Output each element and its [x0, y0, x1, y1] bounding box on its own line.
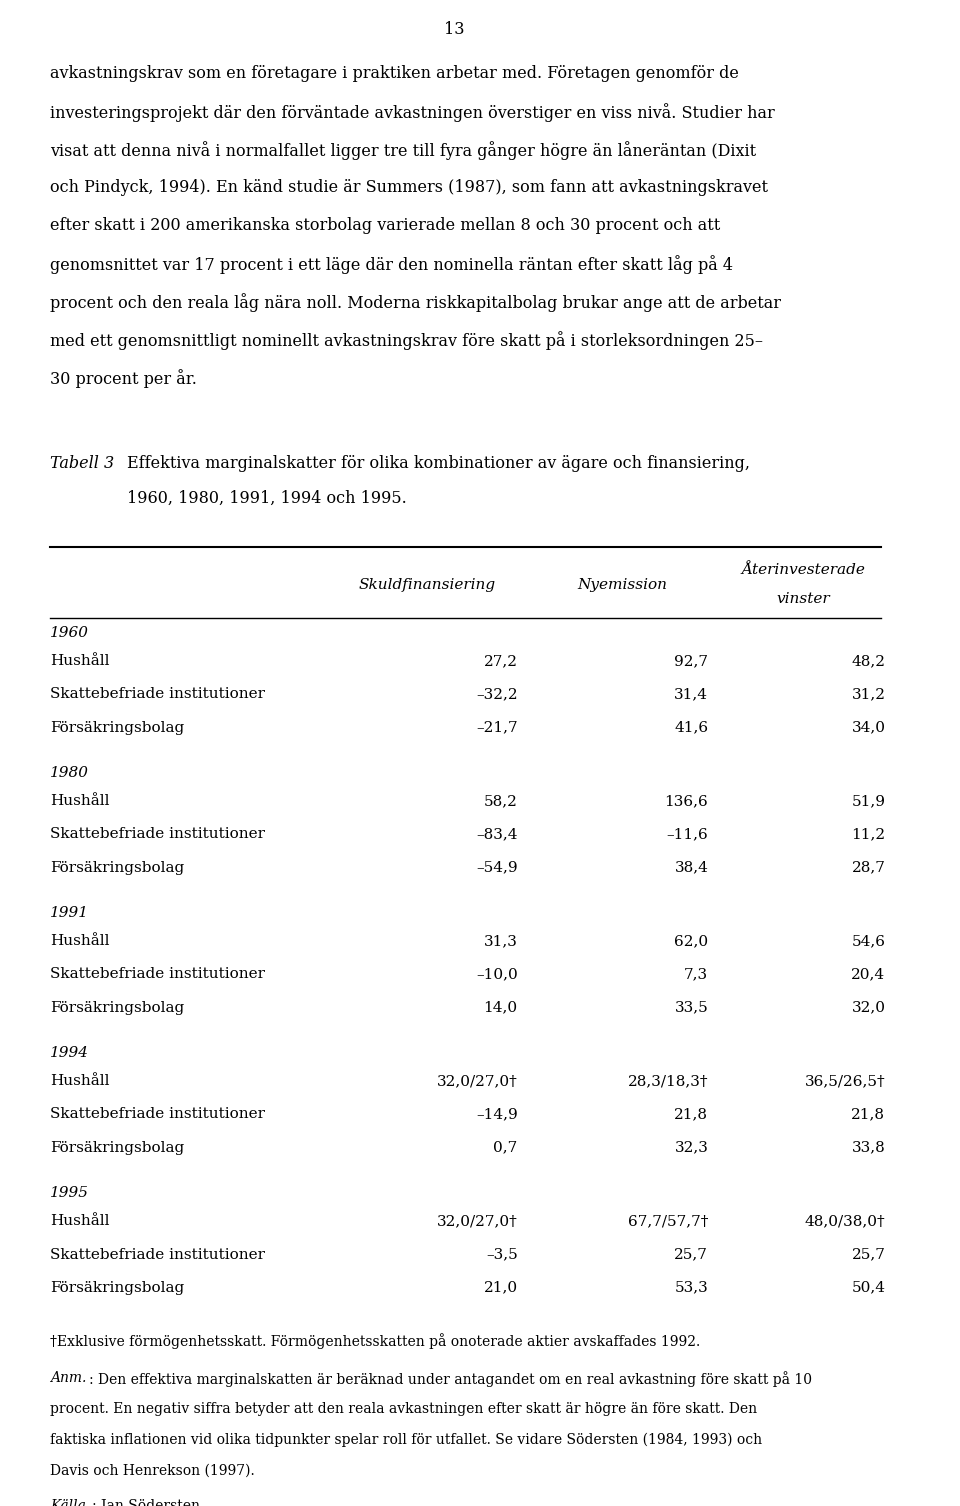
Text: 92,7: 92,7: [674, 654, 708, 669]
Text: och Pindyck, 1994). En känd studie är Summers (1987), som fann att avkastningskr: och Pindyck, 1994). En känd studie är Su…: [50, 179, 768, 196]
Text: Försäkringsbolag: Försäkringsbolag: [50, 1280, 184, 1295]
Text: 21,8: 21,8: [674, 1107, 708, 1122]
Text: 28,3/18,3†: 28,3/18,3†: [628, 1074, 708, 1089]
Text: 1991: 1991: [50, 905, 89, 920]
Text: : Den effektiva marginalskatten är beräknad under antagandet om en real avkastni: : Den effektiva marginalskatten är beräk…: [89, 1370, 812, 1387]
Text: –14,9: –14,9: [476, 1107, 517, 1122]
Text: 51,9: 51,9: [852, 794, 885, 809]
Text: 41,6: 41,6: [674, 720, 708, 735]
Text: 33,5: 33,5: [675, 1000, 708, 1015]
Text: 11,2: 11,2: [852, 827, 885, 842]
Text: 1980: 1980: [50, 765, 89, 780]
Text: 7,3: 7,3: [684, 967, 708, 982]
Text: 1994: 1994: [50, 1045, 89, 1060]
Text: Skattebefriade institutioner: Skattebefriade institutioner: [50, 1107, 265, 1122]
Text: Hushåll: Hushåll: [50, 1214, 109, 1229]
Text: faktiska inflationen vid olika tidpunkter spelar roll för utfallet. Se vidare Sö: faktiska inflationen vid olika tidpunkte…: [50, 1432, 762, 1447]
Text: Skuldfinansiering: Skuldfinansiering: [358, 578, 495, 592]
Text: efter skatt i 200 amerikanska storbolag varierade mellan 8 och 30 procent och at: efter skatt i 200 amerikanska storbolag …: [50, 217, 720, 235]
Text: 58,2: 58,2: [484, 794, 517, 809]
Text: 38,4: 38,4: [675, 860, 708, 875]
Text: investeringsprojekt där den förväntade avkastningen överstiger en viss nivå. Stu: investeringsprojekt där den förväntade a…: [50, 104, 775, 122]
Text: –32,2: –32,2: [476, 687, 517, 702]
Text: 50,4: 50,4: [852, 1280, 885, 1295]
Text: Försäkringsbolag: Försäkringsbolag: [50, 1140, 184, 1155]
Text: Hushåll: Hushåll: [50, 654, 109, 669]
Text: 31,2: 31,2: [852, 687, 885, 702]
Text: 48,0/38,0†: 48,0/38,0†: [804, 1214, 885, 1229]
Text: –11,6: –11,6: [666, 827, 708, 842]
Text: 25,7: 25,7: [852, 1247, 885, 1262]
Text: 1995: 1995: [50, 1185, 89, 1200]
Text: 32,0/27,0†: 32,0/27,0†: [437, 1214, 517, 1229]
Text: Hushåll: Hushåll: [50, 934, 109, 949]
Text: –10,0: –10,0: [476, 967, 517, 982]
Text: –83,4: –83,4: [476, 827, 517, 842]
Text: Källa: Källa: [50, 1498, 85, 1506]
Text: genomsnittet var 17 procent i ett läge där den nominella räntan efter skatt låg : genomsnittet var 17 procent i ett läge d…: [50, 255, 732, 274]
Text: 32,0/27,0†: 32,0/27,0†: [437, 1074, 517, 1089]
Text: visat att denna nivå i normalfallet ligger tre till fyra gånger högre än lånerän: visat att denna nivå i normalfallet ligg…: [50, 142, 756, 160]
Text: Davis och Henrekson (1997).: Davis och Henrekson (1997).: [50, 1464, 254, 1477]
Text: –54,9: –54,9: [476, 860, 517, 875]
Text: 25,7: 25,7: [675, 1247, 708, 1262]
Text: 32,3: 32,3: [675, 1140, 708, 1155]
Text: Försäkringsbolag: Försäkringsbolag: [50, 720, 184, 735]
Text: 20,4: 20,4: [852, 967, 885, 982]
Text: Återinvesterade: Återinvesterade: [742, 563, 866, 577]
Text: Försäkringsbolag: Försäkringsbolag: [50, 860, 184, 875]
Text: 13: 13: [444, 21, 465, 38]
Text: : Jan Södersten.: : Jan Södersten.: [92, 1498, 204, 1506]
Text: –21,7: –21,7: [476, 720, 517, 735]
Text: 14,0: 14,0: [484, 1000, 517, 1015]
Text: med ett genomsnittligt nominellt avkastningskrav före skatt på i storleksordning: med ett genomsnittligt nominellt avkastn…: [50, 331, 763, 349]
Text: 31,3: 31,3: [484, 934, 517, 949]
Text: 27,2: 27,2: [484, 654, 517, 669]
Text: 1960: 1960: [50, 625, 89, 640]
Text: 53,3: 53,3: [675, 1280, 708, 1295]
Text: Hushåll: Hushåll: [50, 794, 109, 809]
Text: Nyemission: Nyemission: [577, 578, 667, 592]
Text: 31,4: 31,4: [674, 687, 708, 702]
Text: Försäkringsbolag: Försäkringsbolag: [50, 1000, 184, 1015]
Text: procent och den reala låg nära noll. Moderna riskkapitalbolag brukar ange att de: procent och den reala låg nära noll. Mod…: [50, 294, 780, 312]
Text: 32,0: 32,0: [852, 1000, 885, 1015]
Text: Hushåll: Hushåll: [50, 1074, 109, 1089]
Text: 1960, 1980, 1991, 1994 och 1995.: 1960, 1980, 1991, 1994 och 1995.: [127, 491, 407, 508]
Text: Skattebefriade institutioner: Skattebefriade institutioner: [50, 827, 265, 842]
Text: 62,0: 62,0: [674, 934, 708, 949]
Text: 21,8: 21,8: [852, 1107, 885, 1122]
Text: 54,6: 54,6: [852, 934, 885, 949]
Text: Skattebefriade institutioner: Skattebefriade institutioner: [50, 967, 265, 982]
Text: Tabell 3: Tabell 3: [50, 455, 114, 471]
Text: –3,5: –3,5: [486, 1247, 517, 1262]
Text: procent. En negativ siffra betyder att den reala avkastningen efter skatt är hög: procent. En negativ siffra betyder att d…: [50, 1402, 757, 1416]
Text: 21,0: 21,0: [484, 1280, 517, 1295]
Text: vinster: vinster: [777, 592, 830, 607]
Text: Anm.: Anm.: [50, 1370, 86, 1386]
Text: 30 procent per år.: 30 procent per år.: [50, 369, 197, 389]
Text: 34,0: 34,0: [852, 720, 885, 735]
Text: 33,8: 33,8: [852, 1140, 885, 1155]
Text: †Exklusive förmögenhetsskatt. Förmögenhetsskatten på onoterade aktier avskaffade: †Exklusive förmögenhetsskatt. Förmögenhe…: [50, 1333, 700, 1349]
Text: 36,5/26,5†: 36,5/26,5†: [804, 1074, 885, 1089]
Text: 28,7: 28,7: [852, 860, 885, 875]
Text: 0,7: 0,7: [493, 1140, 517, 1155]
Text: Skattebefriade institutioner: Skattebefriade institutioner: [50, 687, 265, 702]
Text: 48,2: 48,2: [852, 654, 885, 669]
Text: avkastningskrav som en företagare i praktiken arbetar med. Företagen genomför de: avkastningskrav som en företagare i prak…: [50, 65, 739, 83]
Text: Effektiva marginalskatter för olika kombinationer av ägare och finansiering,: Effektiva marginalskatter för olika komb…: [127, 455, 750, 471]
Text: Skattebefriade institutioner: Skattebefriade institutioner: [50, 1247, 265, 1262]
Text: 67,7/57,7†: 67,7/57,7†: [628, 1214, 708, 1229]
Text: 136,6: 136,6: [664, 794, 708, 809]
